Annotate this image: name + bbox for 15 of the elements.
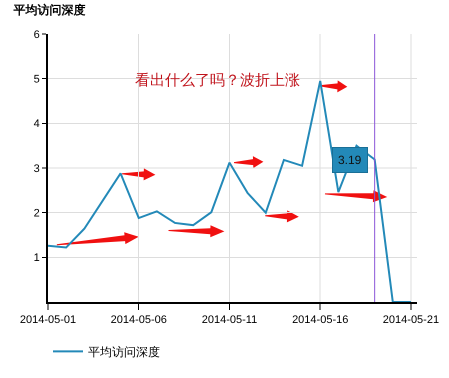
x-tick-label: 2014-05-01 xyxy=(20,314,76,326)
x-tick-label: 2014-05-21 xyxy=(382,314,440,326)
annotation: 3.19 xyxy=(338,153,362,167)
y-tick-label: 3 xyxy=(34,162,40,175)
y-tick-label: 2 xyxy=(34,208,40,220)
y-tick-label: 4 xyxy=(34,118,40,130)
y-tick-label: 5 xyxy=(34,74,40,86)
y-tick-label: 6 xyxy=(34,28,40,41)
chart-title: 平均访问深度 xyxy=(12,3,86,18)
x-tick-label: 2014-05-16 xyxy=(292,314,348,326)
y-tick-label: 1 xyxy=(34,252,40,264)
legend-label: 平均访问深度 xyxy=(88,345,160,360)
x-tick-label: 2014-05-11 xyxy=(202,314,258,326)
x-tick-label: 2014-05-06 xyxy=(110,314,167,326)
annotation: 看出什么了吗？波折上涨 xyxy=(135,71,300,89)
